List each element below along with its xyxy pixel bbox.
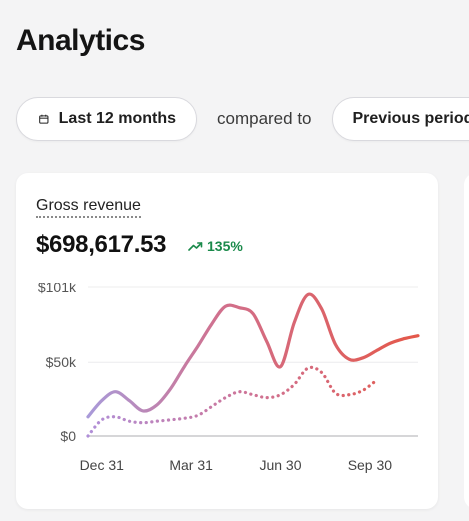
calendar-icon	[39, 114, 49, 124]
x-tick-label: Mar 31	[169, 457, 213, 473]
compared-to-label: compared to	[217, 109, 312, 128]
x-tick-label: Jun 30	[259, 457, 301, 473]
revenue-line-chart: $0 $50k $101k Dec 31 Mar 31 Jun 30 Sep 30	[38, 283, 420, 473]
filter-bar: Last 12 months compared to Previous peri…	[16, 96, 469, 142]
date-range-button[interactable]: Last 12 months	[16, 97, 197, 141]
y-tick-label: $101k	[38, 283, 77, 295]
date-range-label: Last 12 months	[58, 110, 176, 127]
x-tick-label: Dec 31	[80, 457, 125, 473]
metric-change-value: 135%	[207, 238, 243, 254]
series-line-current	[86, 292, 420, 419]
trend-up-icon	[188, 242, 203, 251]
y-tick-label: $0	[60, 428, 76, 444]
metric-change-badge: 135%	[188, 238, 243, 254]
metric-value: $698,617.53	[36, 231, 167, 258]
metric-label[interactable]: Gross revenue	[36, 197, 141, 218]
x-tick-label: Sep 30	[348, 457, 393, 473]
comparison-period-button[interactable]: Previous period	[331, 97, 469, 141]
y-tick-label: $50k	[46, 354, 77, 370]
comparison-period-label: Previous period	[352, 110, 469, 127]
series-line-previous	[86, 365, 379, 438]
page-title: Analytics	[16, 24, 145, 57]
next-metric-card[interactable]	[464, 173, 469, 509]
gross-revenue-card[interactable]: Gross revenue $698,617.53 135%	[16, 173, 438, 509]
